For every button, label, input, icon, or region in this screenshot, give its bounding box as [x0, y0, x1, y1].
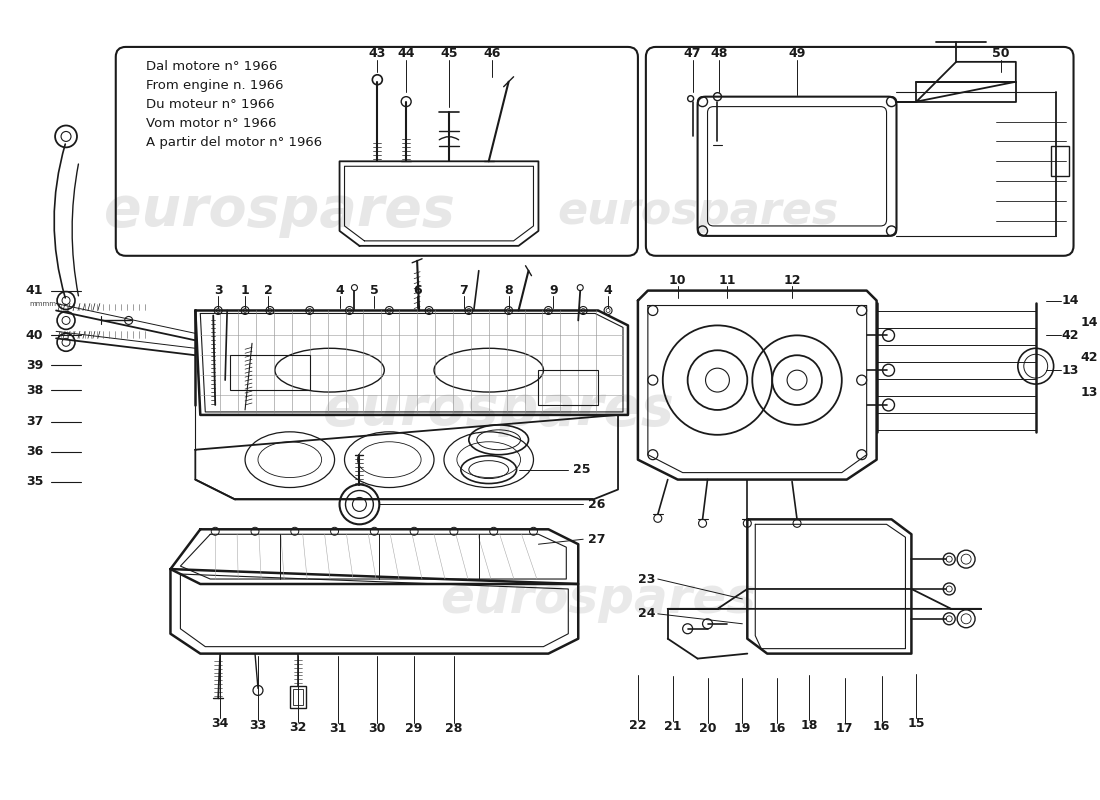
Text: 14: 14 [1062, 294, 1079, 307]
Text: Dal motore n° 1966: Dal motore n° 1966 [145, 60, 277, 74]
Text: A partir del motor n° 1966: A partir del motor n° 1966 [145, 136, 321, 149]
Bar [293, 690, 303, 706]
Text: 2: 2 [264, 284, 273, 297]
Text: 42: 42 [1080, 350, 1098, 364]
Text: eurospares: eurospares [104, 184, 455, 238]
Text: 25: 25 [573, 463, 591, 476]
Text: 10: 10 [669, 274, 686, 287]
Text: 4: 4 [336, 284, 344, 297]
Text: 12: 12 [783, 274, 801, 287]
Text: 20: 20 [698, 722, 716, 734]
Text: 49: 49 [789, 47, 805, 60]
Text: 7: 7 [460, 284, 469, 297]
Text: 29: 29 [406, 722, 422, 734]
Text: 44: 44 [397, 47, 415, 60]
Text: 13: 13 [1062, 364, 1079, 377]
Text: 34: 34 [211, 717, 229, 730]
Text: 30: 30 [368, 722, 386, 734]
Text: 42: 42 [1062, 329, 1079, 342]
Text: 18: 18 [801, 718, 817, 732]
Text: 35: 35 [25, 475, 43, 488]
Text: 4: 4 [604, 284, 613, 297]
Text: 3: 3 [213, 284, 222, 297]
Text: 39: 39 [26, 358, 43, 372]
Text: 43: 43 [368, 47, 386, 60]
Text: 13: 13 [1080, 386, 1098, 398]
Bar [1050, 146, 1068, 176]
Text: 36: 36 [26, 446, 43, 458]
Text: 9: 9 [549, 284, 558, 297]
Text: 6: 6 [412, 284, 421, 297]
Text: 1: 1 [241, 284, 250, 297]
Text: 16: 16 [769, 722, 785, 734]
Text: Du moteur n° 1966: Du moteur n° 1966 [145, 98, 274, 111]
Text: 16: 16 [873, 720, 890, 733]
Bar [230, 355, 310, 390]
Text: 8: 8 [504, 284, 513, 297]
Bar [539, 370, 598, 405]
Text: eurospares: eurospares [557, 190, 838, 233]
Text: 22: 22 [629, 718, 647, 732]
Text: 17: 17 [836, 722, 854, 734]
Text: eurospares: eurospares [440, 575, 756, 623]
Text: 11: 11 [718, 274, 736, 287]
Text: 33: 33 [250, 718, 266, 732]
Text: 48: 48 [711, 47, 728, 60]
Text: 28: 28 [446, 722, 463, 734]
Text: Vom motor n° 1966: Vom motor n° 1966 [145, 117, 276, 130]
Text: 21: 21 [664, 720, 682, 733]
Text: 26: 26 [588, 498, 606, 511]
Text: 47: 47 [684, 47, 702, 60]
Text: 45: 45 [440, 47, 458, 60]
Text: 24: 24 [638, 607, 656, 620]
Text: 31: 31 [329, 722, 346, 734]
Text: 50: 50 [992, 47, 1010, 60]
Text: 46: 46 [483, 47, 500, 60]
Text: 5: 5 [370, 284, 378, 297]
Text: 37: 37 [25, 415, 43, 428]
Text: 23: 23 [638, 573, 656, 586]
Text: eurospares: eurospares [323, 383, 674, 437]
Bar [289, 686, 306, 708]
Text: mmmm: mmmm [30, 301, 57, 306]
Text: 40: 40 [25, 329, 43, 342]
Text: 32: 32 [289, 721, 307, 734]
Text: 27: 27 [588, 533, 606, 546]
Text: From engine n. 1966: From engine n. 1966 [145, 79, 283, 92]
Text: 15: 15 [908, 717, 925, 730]
Text: 14: 14 [1080, 316, 1098, 329]
Text: 38: 38 [26, 383, 43, 397]
Text: 41: 41 [25, 284, 43, 297]
Text: 19: 19 [734, 722, 751, 734]
